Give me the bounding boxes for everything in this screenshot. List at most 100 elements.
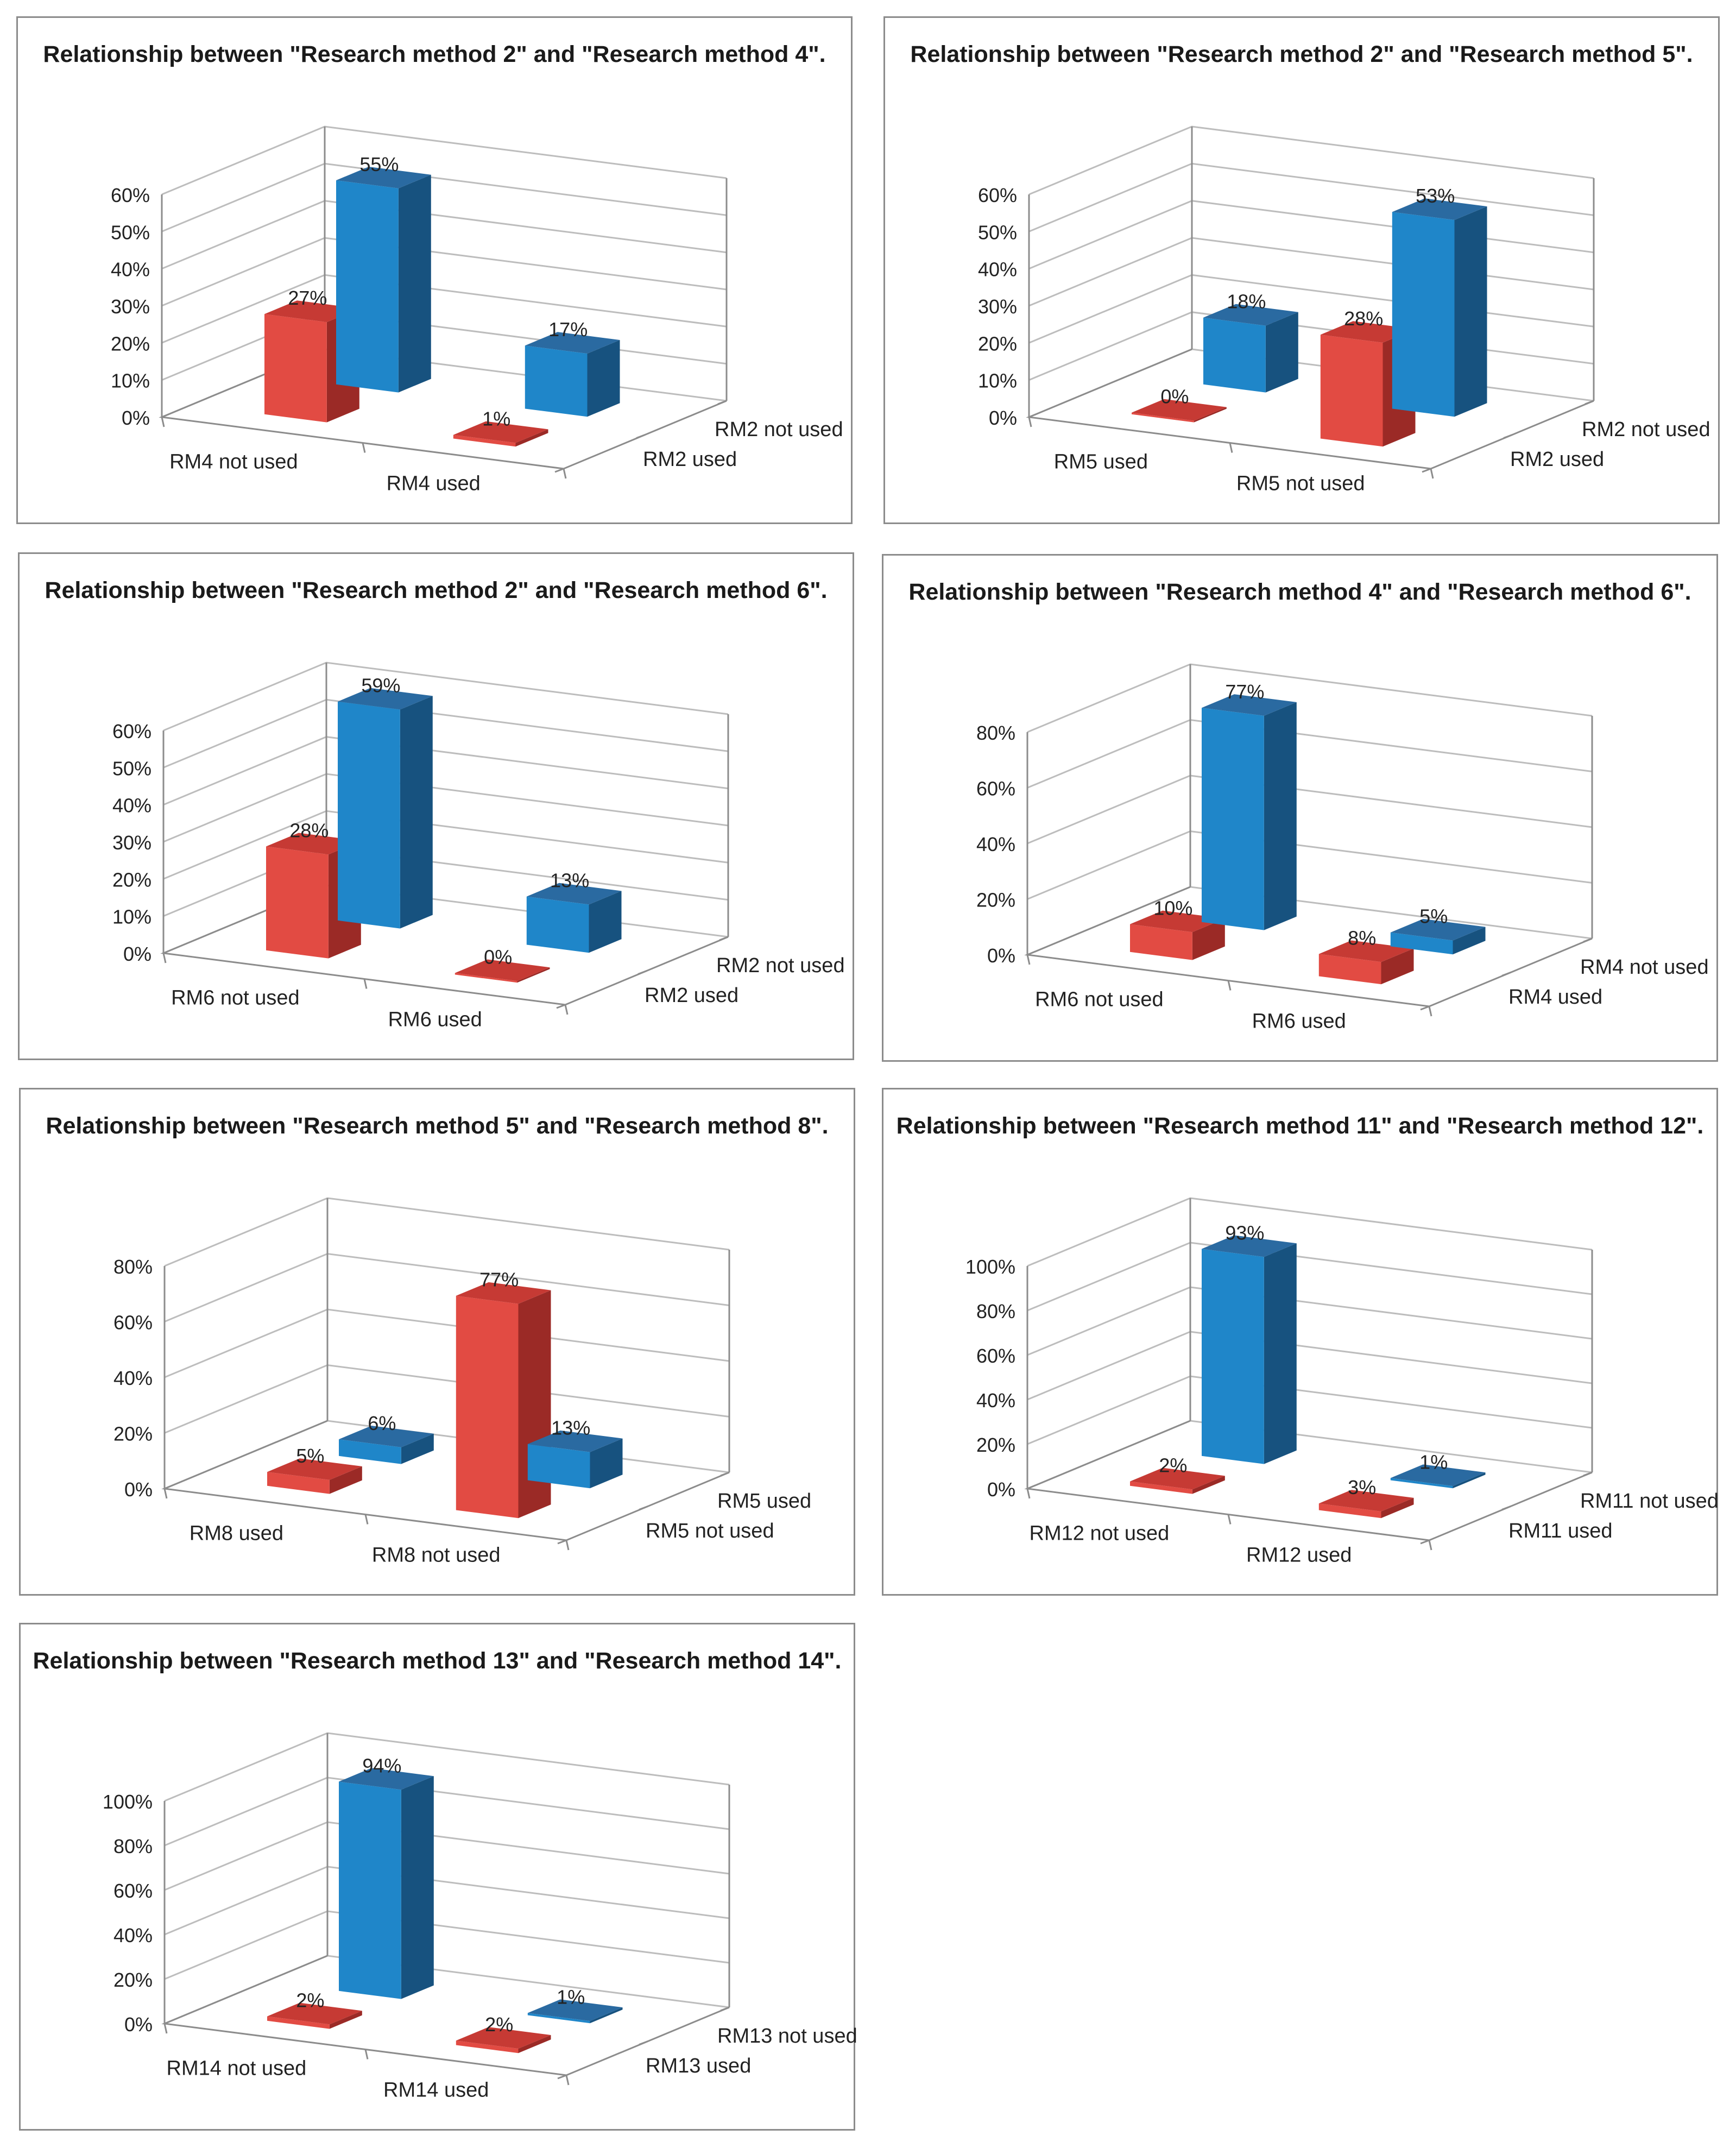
bar-front [526,896,589,953]
y-tick-label: 50% [978,221,1017,243]
bar-side [329,1466,362,1494]
data-label: 10% [1153,897,1192,919]
bar-side [589,891,622,953]
bar-front [527,2013,590,2024]
x-category-label: RM8 not used [372,1544,501,1566]
z-tick [637,970,647,975]
gridline [164,1252,730,1322]
z-tick [639,1506,648,1510]
bar-top [336,167,431,188]
data-label: 2% [1159,1454,1187,1477]
data-label: 53% [1416,185,1455,207]
bar-side [400,696,433,929]
bar [339,1768,434,1999]
gridline [161,311,727,381]
bar-side [1192,918,1225,960]
gridline [161,274,727,344]
data-label: 28% [1344,307,1383,330]
data-label: 0% [484,946,512,968]
y-tick-label: 80% [113,1835,153,1857]
x-category-label: RM6 used [388,1008,482,1031]
gridline [1028,348,1594,418]
series-label: RM2 not used [715,418,843,441]
bar-front [1392,212,1455,417]
gridline [1027,830,1593,900]
chart-plot: 0% 10% 20% 30% 40% 50% 60% 0% 28% 18% 53% RM5 used R… [978,125,1710,495]
x-category-label: RM8 used [190,1522,283,1545]
series-label: RM5 not used [646,1520,774,1542]
y-tick-label: 20% [978,332,1017,355]
bar [1390,1464,1486,1489]
data-label: 1% [482,408,510,430]
x-category-label: RM5 not used [1236,472,1365,495]
bar-side [517,967,550,983]
bar-side [329,2011,362,2029]
x-category-label: RM12 used [1246,1544,1352,1566]
series-label: RM2 not used [1582,418,1710,441]
bar-top [1202,1235,1297,1257]
bar-side [1381,948,1414,985]
x-tick [362,443,366,453]
bar-front [267,2016,330,2029]
bar [267,1458,362,1494]
chart-title: Relationship between "Research method 11… [896,1113,1704,1139]
bar-front [336,180,399,393]
data-label: 94% [362,1754,401,1777]
y-tick-label: 10% [112,906,151,928]
gridline [163,698,729,769]
data-label: 77% [479,1269,519,1291]
chart-title: Relationship between "Research method 2"… [910,41,1693,67]
bar-front [267,1472,330,1494]
x-tick [161,417,165,427]
gridline [1027,1197,1593,1267]
gridline [161,200,727,270]
bar [1390,918,1486,955]
data-label: 13% [550,870,589,892]
y-tick-label: 100% [103,1791,153,1813]
series-label: RM2 used [645,984,738,1007]
bar [1130,910,1225,960]
data-label: 0% [1160,386,1189,408]
bar [525,332,620,417]
data-label: 5% [296,1445,324,1467]
data-label: 2% [296,1989,324,2012]
y-tick-label: 0% [987,1478,1015,1501]
bar-front [1318,1503,1381,1519]
bar [1130,1467,1225,1494]
y-tick-label: 40% [112,795,151,817]
bar [527,1999,623,2024]
y-tick-label: 40% [113,1924,153,1947]
y-tick-label: 40% [976,833,1015,855]
z-tick [556,1004,566,1009]
data-label: 5% [1419,905,1448,928]
gridline [164,1308,730,1378]
x-tick [563,468,567,479]
bar-side [587,340,620,417]
z-tick [557,1539,567,1545]
bar [338,688,433,929]
bar-top [527,1430,623,1452]
bar-front [456,2040,519,2053]
bar-top [525,332,620,354]
bar [1202,1235,1297,1464]
bar-top [267,1458,362,1480]
chart-rm2-rm5: Relationship between "Research method 2"… [883,16,1720,524]
z-tick [1420,1005,1430,1011]
bar-side [515,429,548,447]
bar-front [1202,708,1264,930]
bar [1318,1490,1414,1519]
bar-side [401,1433,434,1464]
bar-front [1318,954,1381,985]
chart-rm13-rm14: Relationship between "Research method 13… [19,1623,857,2131]
x-tick [1026,954,1031,965]
x-category-label: RM4 not used [169,451,298,474]
bar [526,883,622,953]
gridline [164,1821,730,1891]
bar [527,1430,623,1489]
x-category-label: RM5 used [1054,451,1148,474]
bar-top [1203,304,1298,326]
chart-plot: 0% 20% 40% 60% 80% 5% 77% 6% 13% RM8 used RM8 not … [113,1197,811,1566]
gridline [1028,125,1594,196]
bar-top [338,688,433,710]
gridline [1028,162,1594,232]
